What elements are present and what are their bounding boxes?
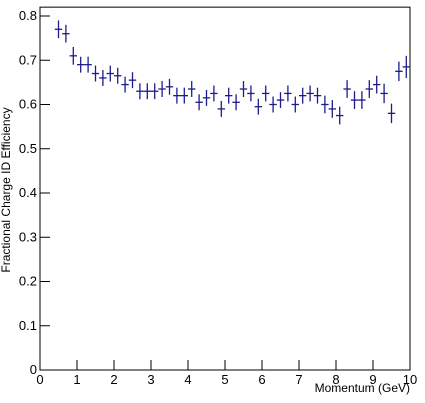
y-tick-label: 0.5: [19, 141, 37, 156]
y-tick-label: 0.6: [19, 97, 37, 112]
y-tick-label: 0.8: [19, 8, 37, 23]
x-tick-label: 2: [110, 372, 117, 387]
x-tick-label: 0: [36, 372, 43, 387]
x-tick-label: 9: [369, 372, 376, 387]
y-axis-title: Fractional Charge ID Efficiency: [0, 107, 13, 272]
y-tick-label: 0.7: [19, 52, 37, 67]
x-tick-label: 4: [184, 372, 191, 387]
x-tick-label: 6: [258, 372, 265, 387]
x-tick-label: 3: [147, 372, 154, 387]
y-tick-label: 0.2: [19, 274, 37, 289]
y-tick-label: 0.4: [19, 185, 37, 200]
y-tick-label: 0: [30, 362, 37, 377]
x-axis-title: Momentum (GeV): [315, 381, 410, 395]
x-tick-label: 8: [332, 372, 339, 387]
x-tick-label: 1: [73, 372, 80, 387]
x-tick-label: 5: [221, 372, 228, 387]
y-tick-label: 0.3: [19, 229, 37, 244]
y-tick-label: 0.1: [19, 318, 37, 333]
x-tick-label: 10: [403, 372, 417, 387]
plot-frame: [39, 6, 411, 371]
x-tick-label: 7: [295, 372, 302, 387]
